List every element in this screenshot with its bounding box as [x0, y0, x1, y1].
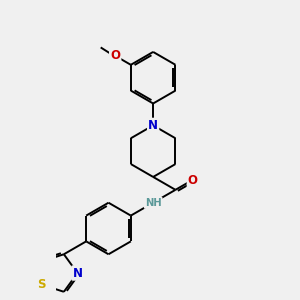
- Text: O: O: [110, 49, 120, 62]
- Text: S: S: [38, 278, 46, 291]
- Text: N: N: [73, 266, 82, 280]
- Text: NH: NH: [145, 198, 161, 208]
- Text: O: O: [188, 174, 198, 187]
- Text: N: N: [148, 119, 158, 132]
